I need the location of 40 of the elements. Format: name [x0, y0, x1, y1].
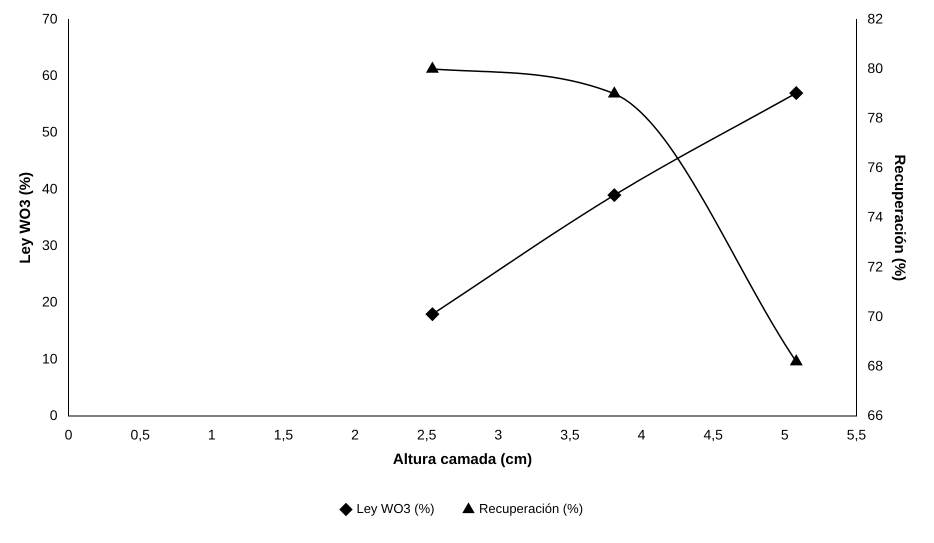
x-tick-label: 0,5 [130, 426, 150, 442]
y-tick-label: 20 [42, 294, 58, 310]
legend-label: Ley WO3 (%) [356, 501, 434, 516]
y2-tick-label: 76 [867, 159, 884, 176]
x-tick-label: 2 [351, 426, 360, 442]
x-tick-label: 3 [494, 426, 502, 442]
y-tick-label: 0 [50, 407, 58, 424]
y2-tick-label: 68 [867, 357, 884, 374]
x-tick-label: 0 [64, 426, 73, 442]
x-axis-title: Altura camada (cm) [392, 451, 532, 468]
y-tick-label: 40 [42, 180, 58, 196]
y2-tick-label: 82 [867, 10, 884, 26]
x-tick-label: 2,5 [416, 426, 437, 442]
point [790, 354, 802, 366]
y2-tick-label: 66 [867, 407, 884, 424]
point [426, 307, 440, 321]
x-tick-label: 3,5 [560, 426, 580, 442]
legend-label: Recuperación (%) [478, 501, 584, 516]
point [790, 86, 804, 100]
x-tick-label: 5,5 [846, 426, 866, 442]
point [608, 188, 622, 202]
y2-tick-label: 72 [867, 258, 884, 274]
y2-tick-label: 74 [867, 208, 884, 225]
point [608, 87, 620, 98]
y2-tick-label: 70 [867, 308, 884, 324]
y-tick-label: 10 [42, 350, 58, 366]
y-tick-label: 60 [42, 66, 58, 83]
y-axis-title: Ley WO3 (%) [17, 172, 34, 264]
y-tick-label: 70 [42, 10, 58, 26]
x-tick-label: 1,5 [274, 426, 294, 442]
x-tick-label: 5 [780, 426, 789, 442]
point [426, 62, 438, 73]
y2-tick-label: 80 [867, 60, 884, 76]
x-tick-label: 4 [638, 426, 646, 442]
x-tick-label: 1 [208, 426, 216, 442]
x-tick-label: 4,5 [703, 426, 724, 442]
y2-tick-label: 78 [867, 109, 884, 126]
y-tick-label: 30 [42, 237, 58, 253]
y-tick-label: 50 [42, 124, 58, 140]
y2-axis-title: Recuperación (%) [890, 154, 908, 282]
